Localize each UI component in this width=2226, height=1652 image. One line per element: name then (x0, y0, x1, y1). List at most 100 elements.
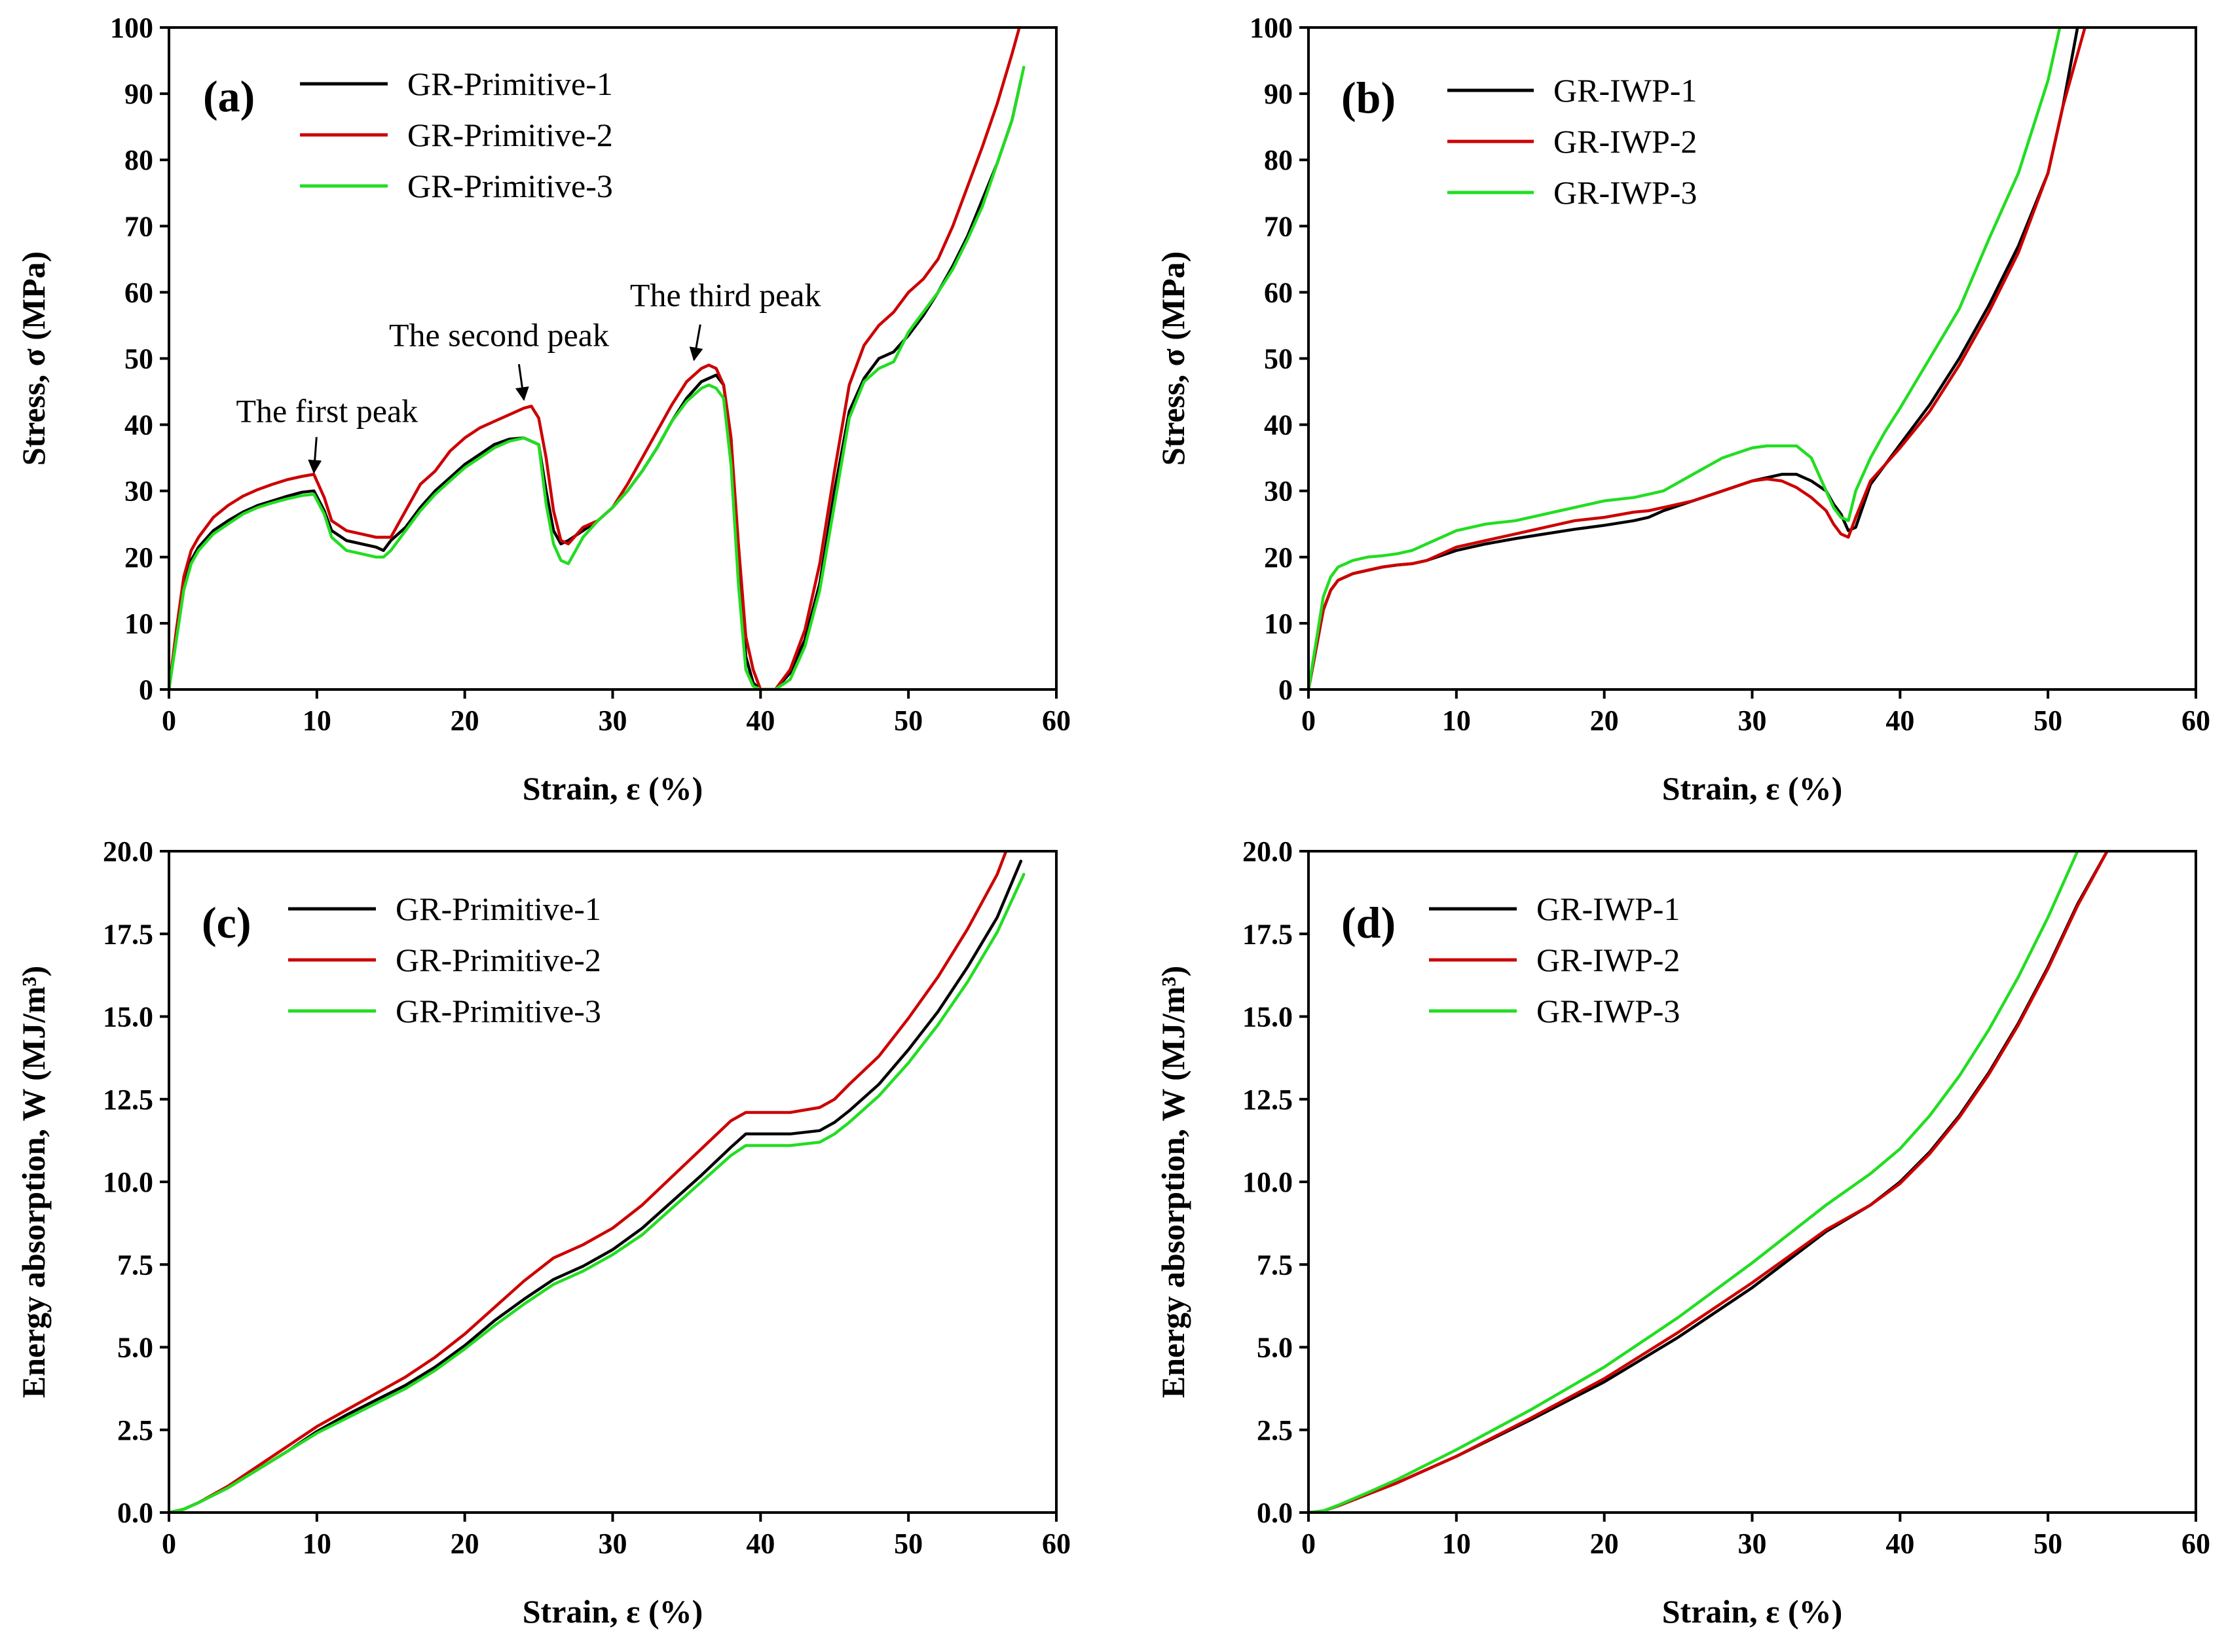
panel-label: (b) (1341, 73, 1396, 122)
x-tick-label: 60 (1042, 705, 1071, 737)
panel-label: (a) (203, 71, 255, 121)
plot-frame (1307, 850, 2197, 1514)
y-tick-label: 0.0 (117, 1497, 153, 1529)
x-tick-label: 50 (2033, 705, 2062, 737)
series-line-2 (1308, 851, 2109, 1513)
x-axis-title: Strain, ε (%) (523, 770, 703, 807)
y-tick-label: 15.0 (103, 1001, 153, 1033)
y-tick-label: 0.0 (1257, 1497, 1293, 1529)
x-tick-label: 20 (1590, 705, 1619, 737)
panel-label: (c) (202, 898, 251, 947)
y-tick-label: 30 (124, 475, 153, 507)
x-tick-label: 0 (162, 705, 176, 737)
annotation-arrow (515, 364, 529, 401)
legend-label-1: GR-Primitive-1 (396, 890, 601, 927)
y-tick-label: 50 (124, 343, 153, 375)
legend-label-3: GR-IWP-3 (1536, 993, 1680, 1029)
x-tick-label: 40 (1885, 705, 1914, 737)
x-axis-title: Strain, ε (%) (1662, 1593, 1843, 1630)
y-tick-label: 5.0 (117, 1332, 153, 1364)
legend: GR-IWP-1 GR-IWP-2 GR-IWP-3 (1429, 890, 1680, 1029)
x-tick-label: 40 (746, 1528, 775, 1560)
x-tick-label: 20 (451, 705, 479, 737)
annotation-2: The second peak (389, 316, 609, 401)
x-tick-label: 10 (303, 705, 331, 737)
y-tick-label: 17.5 (103, 918, 153, 950)
y-tick-label: 30 (1264, 475, 1293, 507)
x-axis-title: Strain, ε (%) (523, 1593, 703, 1630)
series-line-3 (169, 873, 1026, 1513)
legend-label-3: GR-IWP-3 (1553, 174, 1697, 211)
y-tick-label: 7.5 (1257, 1249, 1293, 1281)
plot-frame (1307, 26, 2197, 691)
x-tick-label: 20 (451, 1528, 479, 1560)
y-tick-label: 70 (124, 210, 153, 242)
y-tick-label: 12.5 (103, 1084, 153, 1116)
y-tick-label: 20.0 (1242, 835, 1293, 868)
y-axis-title: Energy absorption, W (MJ/m³) (1155, 966, 1191, 1398)
y-tick-label: 80 (124, 144, 153, 176)
y-tick-label: 15.0 (1242, 1001, 1293, 1033)
series-line-2 (169, 851, 1008, 1513)
y-tick-label: 20 (1264, 541, 1293, 574)
x-axis-title: Strain, ε (%) (1662, 770, 1843, 807)
x-tick-label: 60 (2181, 705, 2210, 737)
series-line-3 (169, 65, 1026, 689)
y-tick-label: 80 (1264, 144, 1293, 176)
series-line-1 (1308, 851, 2109, 1513)
series-line-2 (169, 28, 1021, 689)
legend-label-2: GR-Primitive-2 (407, 117, 613, 153)
y-tick-label: 17.5 (1242, 918, 1293, 950)
legend-label-1: GR-IWP-1 (1536, 890, 1680, 927)
y-tick-label: 40 (1264, 409, 1293, 441)
annotation-3: The third peak (630, 277, 821, 361)
x-tick-label: 0 (1301, 705, 1316, 737)
x-tick-label: 50 (894, 1528, 923, 1560)
panel-c: 0 10 20 30 40 50 60 0.0 2.5 5.0 7.5 10.0 12.5 15.0 17.… (15, 835, 1071, 1630)
y-tick-label: 0 (1278, 674, 1293, 706)
annotation-arrow (308, 437, 322, 474)
panel-d: 0 10 20 30 40 50 60 0.0 2.5 5.0 7.5 10.0 12.5 15.0 17.… (1155, 835, 2210, 1630)
y-tick-label: 10.0 (1242, 1166, 1293, 1198)
y-tick-label: 10.0 (103, 1166, 153, 1198)
y-tick-label: 90 (1264, 78, 1293, 110)
x-tick-label: 20 (1590, 1528, 1619, 1560)
legend-label-1: GR-IWP-1 (1553, 72, 1697, 109)
y-axis-title: Stress, σ (MPa) (15, 251, 52, 466)
annotation-1: The first peak (236, 392, 418, 474)
y-tick-label: 40 (124, 409, 153, 441)
annotation-text: The third peak (630, 277, 821, 314)
panel-b: 0 10 20 30 40 50 60 0 10 20 30 40 50 60 70 80 90 100 Strai… (1155, 12, 2210, 807)
x-tick-label: 40 (1885, 1528, 1914, 1560)
x-tick-label: 50 (2033, 1528, 2062, 1560)
panel-a: 0 10 20 30 40 50 60 0 10 20 30 40 50 60 70 80 90 100 Strai… (15, 12, 1071, 807)
y-tick-label: 90 (124, 78, 153, 110)
x-tick-label: 60 (1042, 1528, 1071, 1560)
x-tick-label: 50 (894, 705, 923, 737)
y-tick-label: 0 (139, 674, 153, 706)
y-tick-label: 100 (1250, 12, 1293, 44)
annotation-text: The first peak (236, 392, 418, 429)
y-axis-title: Energy absorption, W (MJ/m³) (15, 966, 52, 1398)
legend-label-3: GR-Primitive-3 (396, 993, 601, 1029)
legend-label-1: GR-Primitive-1 (407, 65, 613, 102)
legend: GR-Primitive-1 GR-Primitive-2 GR-Primitive… (288, 890, 601, 1029)
series-line-3 (1308, 28, 2062, 689)
legend-label-2: GR-IWP-2 (1536, 942, 1680, 978)
y-tick-label: 60 (1264, 276, 1293, 308)
annotation-text: The second peak (389, 316, 609, 353)
x-tick-label: 30 (1738, 1528, 1767, 1560)
panel-label: (d) (1341, 898, 1396, 947)
legend-label-3: GR-Primitive-3 (407, 168, 613, 204)
x-tick-label: 30 (1738, 705, 1767, 737)
y-tick-label: 7.5 (117, 1249, 153, 1281)
y-axis-title: Stress, σ (MPa) (1155, 251, 1191, 466)
x-tick-label: 60 (2181, 1528, 2210, 1560)
y-tick-label: 12.5 (1242, 1084, 1293, 1116)
legend-label-2: GR-Primitive-2 (396, 942, 601, 978)
plot-frame (168, 850, 1058, 1514)
series-line-1 (169, 79, 1023, 689)
x-tick-label: 10 (1442, 705, 1471, 737)
x-tick-label: 30 (599, 705, 627, 737)
